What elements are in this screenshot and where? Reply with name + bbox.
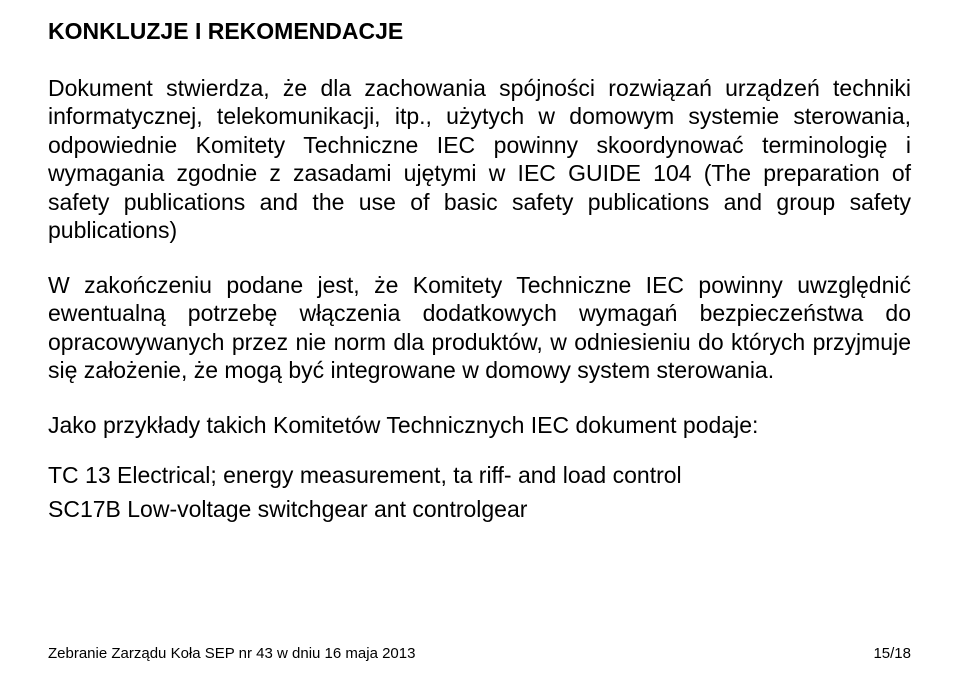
document-page: KONKLUZJE I REKOMENDACJE Dokument stwier…	[0, 0, 959, 676]
section-heading: KONKLUZJE I REKOMENDACJE	[48, 18, 911, 46]
footer-left: Zebranie Zarządu Koła SEP nr 43 w dniu 1…	[48, 645, 415, 662]
page-footer: Zebranie Zarządu Koła SEP nr 43 w dniu 1…	[48, 645, 911, 662]
paragraph-2: W zakończeniu podane jest, że Komitety T…	[48, 271, 911, 385]
footer-page-number: 15/18	[873, 645, 911, 662]
example-line-2: SC17B Low-voltage switchgear ant control…	[48, 495, 911, 525]
example-line-1: TC 13 Electrical; energy measurement, ta…	[48, 461, 911, 491]
paragraph-3: Jako przykłady takich Komitetów Technicz…	[48, 411, 911, 440]
paragraph-1: Dokument stwierdza, że dla zachowania sp…	[48, 74, 911, 245]
